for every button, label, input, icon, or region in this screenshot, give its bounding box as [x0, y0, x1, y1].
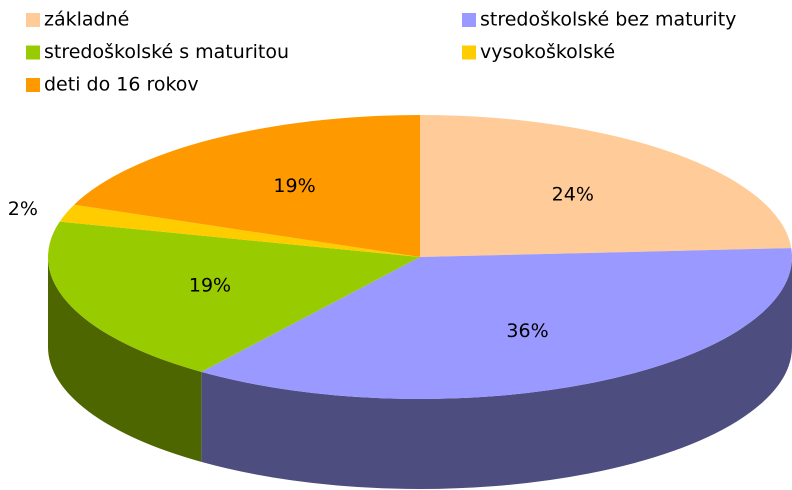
legend-swatch: [26, 45, 40, 60]
legend-swatch: [462, 45, 476, 60]
pie-slice: [48, 221, 421, 372]
pie-side: [201, 257, 792, 489]
legend-swatch: [26, 13, 40, 27]
pie-side: [48, 257, 202, 462]
pie-slice: [201, 248, 792, 399]
data-label: 19%: [189, 274, 231, 296]
pie-slice: [420, 115, 792, 257]
legend-swatch: [462, 13, 476, 27]
data-label: 19%: [273, 175, 315, 197]
pie-slice: [74, 114, 421, 257]
legend-label: stredoškolské bez maturity: [480, 9, 736, 31]
legend-label: stredoškolské s maturitou: [44, 41, 289, 63]
legend-label: deti do 16 rokov: [44, 74, 199, 96]
legend-label: základné: [44, 9, 129, 31]
legend-label: vysokoškolské: [480, 41, 615, 63]
pie-slice: [59, 204, 420, 257]
data-label: 36%: [506, 320, 548, 342]
data-label: 2%: [8, 198, 38, 220]
data-label: 24%: [552, 183, 594, 205]
legend-swatch: [26, 78, 40, 92]
